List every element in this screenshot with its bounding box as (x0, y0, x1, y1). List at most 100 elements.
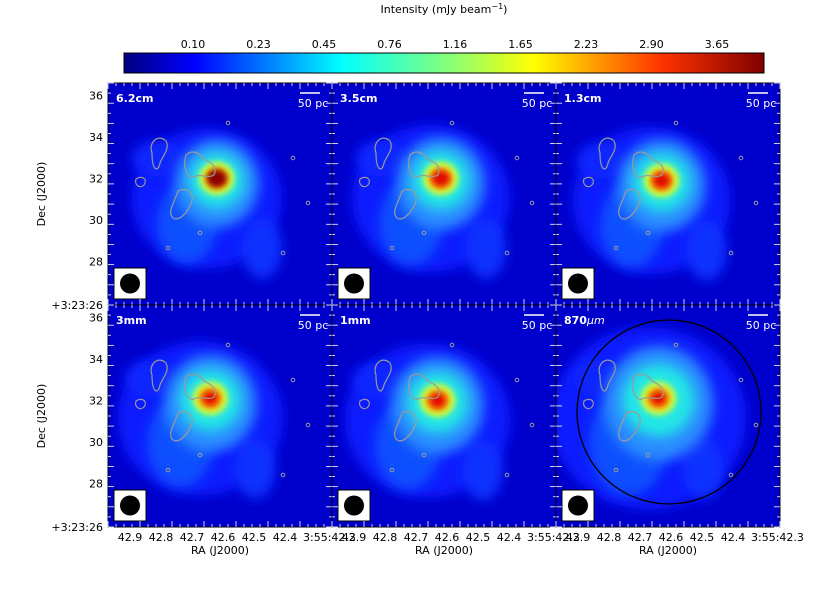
contour (359, 359, 440, 442)
x-tick-label: 42.9 (342, 531, 367, 544)
colorbar-tick-label: 0.23 (246, 38, 271, 51)
contour-dot (728, 250, 734, 256)
x-tick-label: 42.4 (273, 531, 298, 544)
emission-patch (125, 360, 176, 397)
x-tick-label: 42.9 (118, 531, 143, 544)
contour (135, 359, 216, 442)
contour-dot (673, 342, 679, 348)
beam-ellipse (568, 495, 588, 516)
y-tick-label: 36 (89, 311, 103, 324)
emission-patch (355, 140, 406, 177)
colorbar-tick-label: 3.65 (705, 38, 730, 51)
contour-dot (197, 452, 203, 458)
x-tick-label: 42.9 (566, 531, 591, 544)
emission-patch (241, 218, 282, 279)
contour-dot (504, 250, 510, 256)
colorbar-title: Intensity (mJy beam−1) (381, 2, 508, 16)
x-tick-label: 42.7 (628, 531, 653, 544)
y-tick-label: 32 (89, 394, 103, 407)
contour-dot (421, 230, 427, 236)
x-axis-label: RA (J2000) (191, 544, 249, 557)
contour-dot (645, 452, 651, 458)
panel-62cm: 6.2cm 50 pc (107, 82, 333, 306)
contour-dot (738, 155, 744, 161)
contour-dot (504, 472, 510, 478)
x-tick-label: 3:55:42.3 (751, 531, 804, 544)
contour-dot (290, 155, 296, 161)
emission-peak (431, 170, 450, 187)
contour-dot (305, 422, 311, 428)
x-axis-label: RA (J2000) (415, 544, 473, 557)
beam-ellipse (120, 495, 140, 516)
x-tick-label: 3:55:42.3 (303, 531, 356, 544)
x-tick-label: 42.7 (180, 531, 205, 544)
contour (359, 137, 440, 220)
beam-ellipse (120, 273, 140, 294)
colorbar-tick-label: 2.90 (639, 38, 664, 51)
scale-bar-label: 50 pc (522, 319, 553, 332)
panel-1mm: 1mm 50 pc (331, 304, 557, 528)
contour-dot (673, 120, 679, 126)
beam-box (561, 267, 595, 300)
colorbar-tick-label: 1.16 (443, 38, 468, 51)
panel-13cm: 1.3cm 50 pc (555, 82, 781, 306)
contour-dot (449, 120, 455, 126)
x-axis-label: RA (J2000) (639, 544, 697, 557)
contour-dot (280, 472, 286, 478)
contour-dot (449, 342, 455, 348)
x-tick-label: 42.8 (373, 531, 398, 544)
contour-dot (389, 245, 395, 251)
emission-peak (206, 169, 227, 188)
contour-dot (165, 467, 171, 473)
y-axis-label: Dec (J2000) (35, 384, 48, 449)
contour-dot (613, 245, 619, 251)
contour-dot (225, 342, 231, 348)
emission-patch (683, 438, 724, 499)
panel-label: 1mm (340, 314, 371, 327)
panel-label: 3mm (116, 314, 147, 327)
colorbar-tick-label: 0.10 (181, 38, 206, 51)
y-tick-label: 34 (89, 131, 103, 144)
contour-dot (305, 200, 311, 206)
y-tick-label: 36 (89, 89, 103, 102)
y-tick-label: +3:23:26 (51, 299, 103, 312)
emission-patch (462, 440, 503, 501)
beam-box (561, 489, 595, 522)
y-tick-label: 28 (89, 255, 103, 268)
x-tick-label: 42.6 (659, 531, 684, 544)
beam-ellipse (344, 273, 364, 294)
emission-patch (465, 218, 506, 279)
x-tick-label: 42.6 (211, 531, 236, 544)
y-tick-label: 30 (89, 214, 103, 227)
colorbar-tick-label: 2.23 (574, 38, 599, 51)
contour (583, 137, 664, 220)
contour-dot (529, 200, 535, 206)
x-tick-label: 42.4 (497, 531, 522, 544)
y-axis-label: Dec (J2000) (35, 162, 48, 227)
contour-dot (389, 467, 395, 473)
x-tick-label: 42.5 (242, 531, 267, 544)
contour-dot (280, 250, 286, 256)
contour-dot (645, 230, 651, 236)
emission-patch (131, 140, 182, 177)
colorbar-bar (123, 52, 765, 74)
beam-ellipse (568, 273, 588, 294)
contour-dot (514, 377, 520, 383)
contour-dot (738, 377, 744, 383)
contour-dot (225, 120, 231, 126)
scale-bar-label: 50 pc (522, 97, 553, 110)
panel-35cm: 3.5cm 50 pc (331, 82, 557, 306)
contour (583, 359, 664, 442)
panel-label: 870μm (564, 314, 605, 327)
contour-dot (753, 200, 759, 206)
contour-dot (421, 452, 427, 458)
x-tick-label: 3:55:42.3 (527, 531, 580, 544)
contour (135, 137, 216, 220)
field-of-view-circle (576, 319, 762, 505)
panel-label: 6.2cm (116, 92, 153, 105)
scale-bar-label: 50 pc (298, 97, 329, 110)
x-tick-label: 42.8 (149, 531, 174, 544)
contour-dot (197, 230, 203, 236)
x-tick-label: 42.5 (466, 531, 491, 544)
